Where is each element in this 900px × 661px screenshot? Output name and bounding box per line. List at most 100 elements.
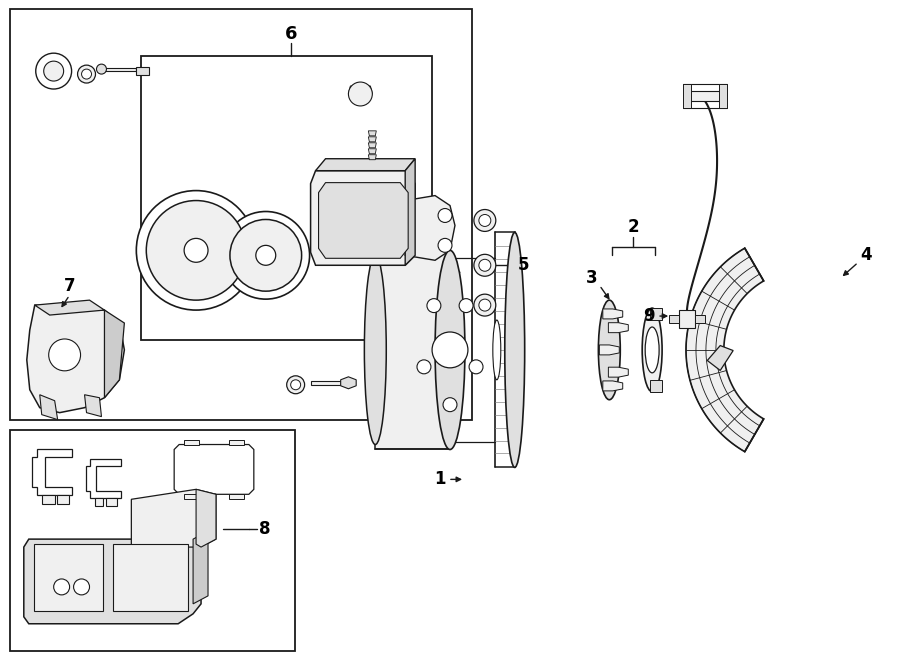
Polygon shape (106, 498, 117, 506)
Circle shape (36, 53, 72, 89)
Polygon shape (341, 377, 356, 389)
Ellipse shape (598, 300, 620, 400)
Text: 8: 8 (259, 520, 271, 538)
Ellipse shape (493, 320, 500, 380)
Polygon shape (175, 444, 254, 494)
Polygon shape (683, 84, 691, 108)
Circle shape (443, 398, 457, 412)
Polygon shape (679, 310, 695, 328)
Circle shape (427, 299, 441, 313)
Circle shape (474, 294, 496, 316)
Circle shape (432, 332, 468, 368)
Polygon shape (194, 531, 208, 604)
Circle shape (77, 65, 95, 83)
Polygon shape (368, 149, 376, 154)
Circle shape (136, 190, 256, 310)
Text: 1: 1 (435, 471, 446, 488)
Polygon shape (104, 310, 124, 398)
Circle shape (256, 245, 275, 265)
Polygon shape (368, 155, 376, 160)
Polygon shape (310, 381, 348, 385)
Polygon shape (310, 171, 415, 265)
Polygon shape (368, 131, 376, 136)
Text: 9: 9 (644, 307, 655, 325)
Circle shape (96, 64, 106, 74)
Circle shape (74, 579, 89, 595)
Polygon shape (184, 494, 199, 499)
Polygon shape (40, 395, 58, 420)
Polygon shape (695, 315, 705, 323)
Polygon shape (229, 440, 244, 444)
Ellipse shape (435, 251, 465, 449)
Polygon shape (184, 440, 199, 444)
Polygon shape (41, 495, 55, 504)
Polygon shape (599, 345, 619, 355)
Polygon shape (57, 495, 68, 504)
Polygon shape (368, 137, 376, 142)
Ellipse shape (645, 327, 659, 373)
Polygon shape (690, 91, 720, 101)
Polygon shape (86, 459, 122, 498)
Circle shape (230, 219, 302, 291)
Polygon shape (34, 544, 104, 611)
Polygon shape (603, 381, 623, 391)
Circle shape (49, 339, 81, 371)
Text: 5: 5 (518, 256, 529, 274)
Circle shape (44, 61, 64, 81)
Circle shape (474, 254, 496, 276)
Polygon shape (319, 182, 409, 258)
Bar (141, 56, 432, 340)
Polygon shape (405, 159, 415, 265)
Polygon shape (650, 308, 662, 320)
Polygon shape (669, 315, 679, 323)
Polygon shape (113, 544, 188, 611)
Polygon shape (23, 539, 201, 624)
Circle shape (479, 259, 490, 271)
Polygon shape (348, 86, 373, 94)
Polygon shape (85, 395, 102, 416)
Polygon shape (94, 498, 104, 506)
Polygon shape (316, 159, 415, 171)
Polygon shape (136, 67, 149, 75)
Polygon shape (375, 251, 450, 449)
Polygon shape (719, 84, 727, 108)
Circle shape (479, 214, 490, 227)
Polygon shape (608, 367, 628, 377)
Circle shape (147, 200, 246, 300)
Text: 7: 7 (64, 277, 76, 295)
Polygon shape (603, 309, 623, 319)
Circle shape (348, 82, 373, 106)
Text: 2: 2 (627, 218, 639, 237)
Polygon shape (32, 449, 72, 495)
Circle shape (287, 376, 304, 394)
Polygon shape (196, 489, 216, 547)
Bar (10, 9, 472, 420)
Polygon shape (229, 494, 244, 499)
Polygon shape (650, 380, 662, 392)
Ellipse shape (505, 233, 525, 467)
Circle shape (222, 212, 310, 299)
Circle shape (438, 239, 452, 253)
Ellipse shape (643, 308, 662, 392)
Circle shape (479, 299, 490, 311)
Polygon shape (102, 68, 136, 71)
Polygon shape (405, 196, 455, 260)
Polygon shape (707, 346, 733, 370)
Circle shape (469, 360, 483, 374)
Circle shape (291, 380, 301, 390)
Polygon shape (27, 305, 124, 412)
Polygon shape (368, 143, 376, 148)
Polygon shape (35, 300, 104, 315)
Polygon shape (608, 323, 628, 332)
Ellipse shape (364, 255, 386, 444)
Text: 3: 3 (586, 269, 598, 288)
Polygon shape (131, 489, 216, 547)
Circle shape (417, 360, 431, 374)
Polygon shape (686, 248, 764, 451)
Circle shape (82, 69, 92, 79)
Circle shape (459, 299, 473, 313)
Text: 6: 6 (284, 25, 297, 43)
Circle shape (438, 208, 452, 223)
Circle shape (184, 239, 208, 262)
Text: 4: 4 (860, 247, 872, 264)
